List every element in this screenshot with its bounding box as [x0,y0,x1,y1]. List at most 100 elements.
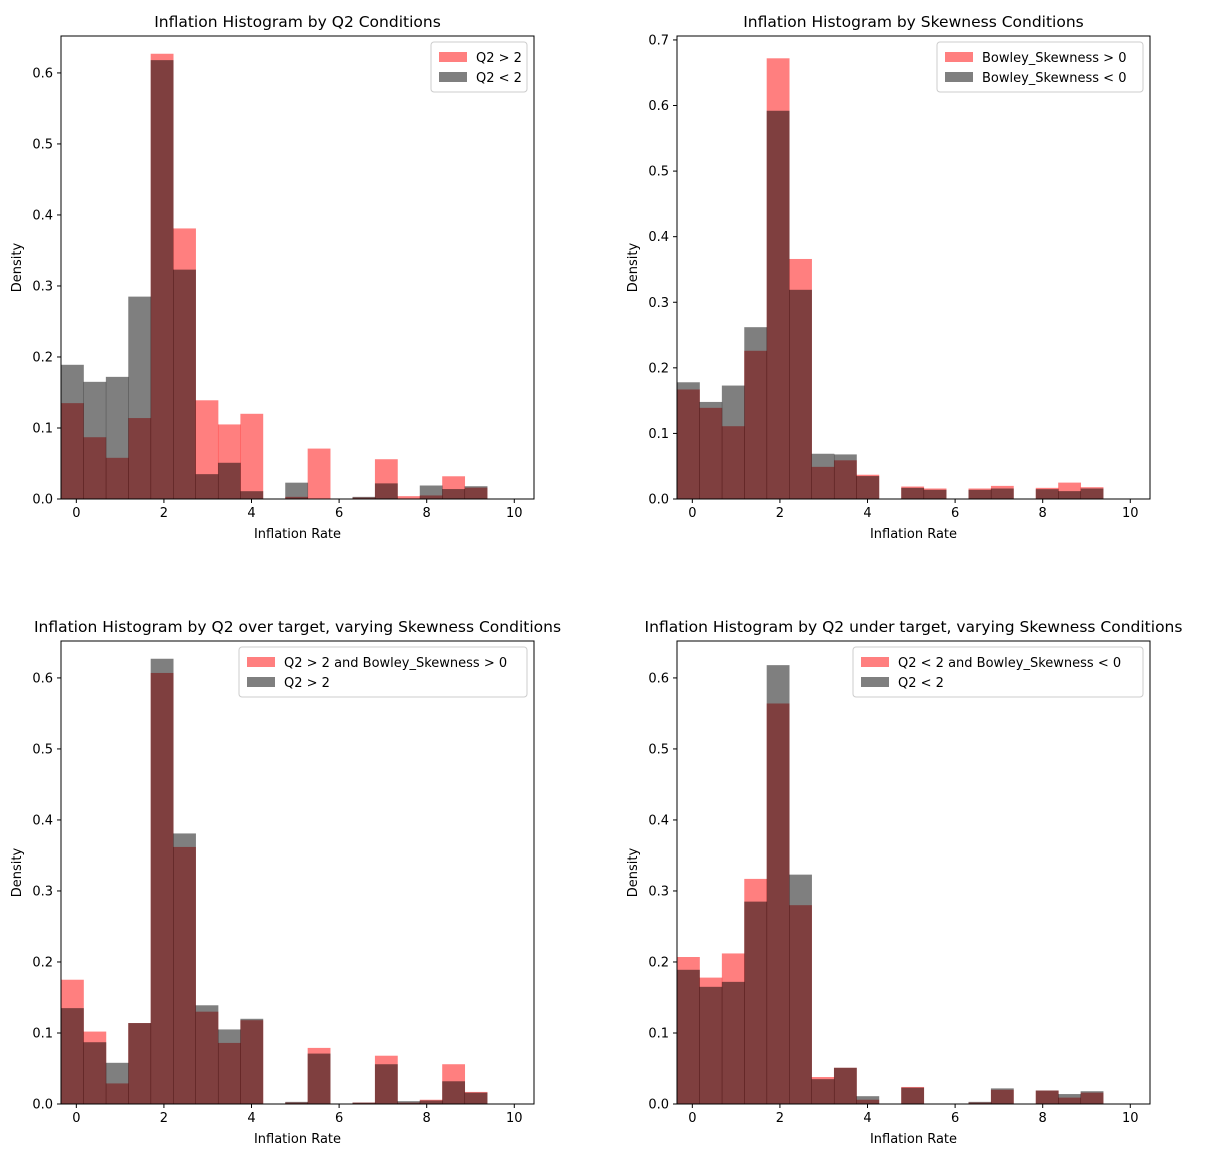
y-tick-label: 0.5 [648,165,669,180]
x-tick-label: 8 [1039,506,1047,521]
x-tick-label: 4 [247,506,255,521]
x-tick-label: 2 [776,506,784,521]
x-axis-label: Inflation Rate [870,1132,957,1147]
bar-series2-bin8 [833,1067,857,1104]
x-tick-label: 6 [335,506,343,521]
legend-label: Q2 > 2 and Bowley_Skewness > 0 [284,656,507,671]
y-tick-label: 0.1 [648,1026,669,1041]
bar-series2-bin18 [1058,1094,1082,1104]
bar-series2-bin5 [766,665,790,1104]
bar-series2-bin2 [83,381,107,499]
y-tick-label: 0.3 [32,279,53,294]
bar-series2-bin17 [419,485,443,499]
x-tick-label: 8 [423,1111,431,1126]
legend-box [936,41,1144,93]
bar-series2-bin19 [1080,488,1104,499]
x-tick-label: 4 [247,1111,255,1126]
bar-series2-bin18 [442,1081,466,1104]
chart-panel-1: 0 2 4 6 8 10 0.0 0.1 0.2 0.3 0.4 0.5 0.6 Inflation Hi… [10,13,535,542]
legend-swatch [439,72,467,82]
x-tick-label: 6 [335,1111,343,1126]
bar-series2-bin14 [968,489,992,499]
y-axis-label: Density [10,242,25,292]
bar-series2-bin3 [721,385,745,499]
x-tick-label: 0 [688,506,696,521]
legend-label: Q2 < 2 [898,676,944,691]
legend-box [238,646,528,698]
y-tick-label: 0.5 [648,742,669,757]
y-axis-label: Density [10,847,25,897]
bar-series2-bin9 [856,1096,880,1104]
x-tick-label: 10 [506,506,523,521]
y-tick-label: 0.3 [648,296,669,311]
bar-series2-bin17 [419,1100,443,1104]
bar-series2-bin14 [968,1101,992,1104]
y-axis-label: Density [626,242,641,292]
x-axis-label: Inflation Rate [254,527,341,542]
bar-series2-bin19 [464,1092,488,1104]
bar-series2-bin5 [150,60,174,499]
bar-series2-bin3 [105,1062,129,1104]
bar-series2-bin5 [766,110,790,499]
bar-series2-bin7 [195,474,219,499]
y-tick-label: 0.6 [32,66,53,81]
y-tick-label: 0.6 [648,99,669,114]
bar-series2-bin2 [699,401,723,499]
bar-series2-bin9 [240,1018,264,1104]
y-tick-label: 0.2 [648,361,669,376]
bar-series2-bin2 [83,1042,107,1104]
bar-series2-bin1 [61,364,84,499]
bar-series2-bin1 [677,969,700,1104]
chart-title: Inflation Histogram by Q2 over target, v… [34,618,561,636]
bar-series2-bin5 [150,658,174,1104]
legend: Bowley_Skewness > 0 Bowley_Skewness < 0 [936,41,1144,93]
chart-panel-3: 0 2 4 6 8 10 0.0 0.1 0.2 0.3 0.4 0.5 0.6 Inflation Hi… [10,618,561,1147]
bar-series2-bin4 [744,901,768,1104]
y-tick-label: 0.4 [648,813,669,828]
legend-label: Q2 < 2 and Bowley_Skewness < 0 [898,656,1121,671]
legend-swatch [861,657,889,667]
y-tick-label: 0.0 [32,493,53,508]
bar-series2-bin1 [677,382,700,499]
x-axis-label: Inflation Rate [870,527,957,542]
bar-series2-bin19 [464,486,488,499]
x-tick-label: 4 [863,1111,871,1126]
bar-series2-bin16 [397,1101,421,1104]
bar-series2-bin8 [217,1029,241,1104]
y-tick-label: 0.1 [32,421,53,436]
x-tick-label: 10 [1122,506,1139,521]
bar-series2-bin7 [195,1005,219,1104]
y-tick-label: 0.0 [648,1098,669,1113]
x-tick-label: 2 [776,1111,784,1126]
legend-swatch [945,72,973,82]
legend-swatch [861,677,889,687]
bar-series2-bin11 [285,1101,309,1104]
bar-series2-bin6 [789,874,812,1104]
chart-title: Inflation Histogram by Q2 under target, … [645,618,1183,636]
y-tick-label: 0.3 [648,884,669,899]
axes-frame [60,35,535,500]
bar-series2-bin19 [1080,1091,1104,1104]
x-tick-label: 2 [160,1111,168,1126]
bar-series2-bin15 [990,488,1014,499]
bar-series1-bin16 [397,496,421,499]
bar-series2-bin12 [307,1053,331,1104]
legend-label: Bowley_Skewness < 0 [982,71,1126,86]
bar-series2-bin12 [923,489,947,499]
legend: Q2 > 2 and Bowley_Skewness > 0 Q2 > 2 [238,646,528,698]
legend-label: Q2 > 2 [284,676,330,691]
x-tick-label: 10 [1122,1111,1139,1126]
y-tick-label: 0.2 [32,955,53,970]
bar-series2-bin4 [128,296,152,499]
x-tick-label: 0 [688,1111,696,1126]
legend-box [852,646,1144,698]
bar-series2-bin17 [1035,1090,1059,1104]
y-tick-label: 0.6 [648,671,669,686]
y-tick-label: 0.4 [32,813,53,828]
y-tick-label: 0.2 [648,955,669,970]
x-tick-label: 0 [72,506,80,521]
bar-series2-bin14 [352,1102,376,1104]
y-tick-label: 0.5 [32,137,53,152]
legend-label: Bowley_Skewness > 0 [982,51,1126,66]
